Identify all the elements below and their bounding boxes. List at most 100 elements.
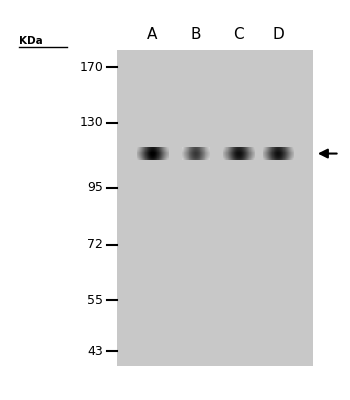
Bar	[140, 155, 141, 156]
Bar	[139, 156, 140, 158]
Bar	[252, 157, 253, 158]
Bar	[235, 148, 236, 149]
Bar	[254, 150, 255, 151]
Bar	[144, 148, 145, 149]
Bar	[280, 156, 281, 158]
Bar	[268, 153, 269, 154]
Bar	[183, 158, 184, 159]
Bar	[293, 152, 294, 153]
Bar	[195, 147, 196, 148]
Bar	[235, 156, 236, 158]
Bar	[251, 152, 252, 153]
Bar	[146, 152, 147, 153]
Bar	[280, 151, 281, 152]
Bar	[190, 154, 191, 155]
Bar	[195, 159, 196, 160]
Bar	[292, 159, 293, 160]
Bar	[206, 151, 207, 152]
Bar	[248, 148, 249, 149]
Bar	[226, 156, 228, 158]
Bar	[192, 148, 193, 149]
Bar	[149, 150, 150, 152]
Bar	[204, 147, 205, 148]
Bar	[158, 149, 159, 150]
Bar	[201, 149, 202, 150]
Bar	[155, 156, 156, 157]
Bar	[245, 147, 246, 148]
Bar	[272, 159, 273, 160]
Bar	[233, 149, 234, 150]
Bar	[288, 147, 289, 148]
Bar	[246, 159, 247, 160]
Bar	[293, 156, 294, 157]
Bar	[231, 158, 232, 159]
Bar	[202, 157, 203, 158]
Bar	[167, 158, 168, 159]
Bar	[191, 159, 192, 160]
Bar	[271, 153, 272, 154]
Bar	[276, 150, 277, 152]
Bar	[157, 155, 158, 156]
Bar	[287, 152, 288, 153]
Bar	[225, 154, 226, 155]
Bar	[201, 148, 202, 149]
Bar	[184, 151, 185, 152]
Bar	[167, 150, 168, 151]
Bar	[250, 154, 251, 155]
Bar	[289, 148, 290, 149]
Bar	[223, 147, 224, 148]
Bar	[187, 150, 188, 151]
Bar	[247, 155, 248, 156]
Bar	[227, 154, 228, 155]
Bar	[201, 150, 202, 151]
Bar	[276, 156, 277, 158]
Bar	[203, 156, 204, 157]
Bar	[166, 149, 167, 150]
Bar	[140, 156, 141, 157]
Bar	[282, 154, 283, 155]
Bar	[253, 150, 254, 152]
Bar	[198, 159, 200, 160]
Bar	[245, 155, 246, 156]
Bar	[183, 150, 184, 152]
Bar	[189, 150, 190, 151]
Bar	[149, 153, 150, 154]
Bar	[147, 153, 148, 154]
Bar	[265, 148, 266, 149]
Bar	[252, 159, 253, 160]
Bar	[190, 152, 191, 153]
Bar	[192, 155, 193, 156]
Bar	[266, 159, 267, 160]
Bar	[272, 157, 273, 158]
Bar	[208, 154, 209, 155]
Bar	[143, 153, 144, 154]
Bar	[264, 155, 265, 156]
Bar	[190, 151, 191, 152]
Bar	[197, 151, 198, 152]
Bar	[236, 150, 237, 151]
Bar	[232, 154, 233, 155]
Bar	[268, 152, 269, 153]
Bar	[185, 153, 186, 154]
Bar	[144, 152, 145, 153]
Bar	[253, 152, 254, 153]
Bar	[279, 147, 280, 148]
Bar	[196, 147, 197, 148]
Bar	[279, 156, 280, 158]
Bar	[160, 154, 161, 155]
Bar	[161, 150, 162, 152]
Bar	[155, 151, 156, 152]
Bar	[150, 156, 151, 158]
Bar	[281, 154, 282, 155]
Bar	[162, 155, 163, 156]
Bar	[155, 147, 156, 148]
Bar	[154, 157, 155, 158]
Bar	[191, 151, 192, 152]
Bar	[153, 150, 154, 151]
Bar	[278, 151, 279, 152]
Bar	[230, 150, 231, 152]
Bar	[240, 156, 241, 158]
Bar	[245, 154, 246, 155]
Bar	[252, 149, 253, 150]
Bar	[187, 147, 188, 148]
